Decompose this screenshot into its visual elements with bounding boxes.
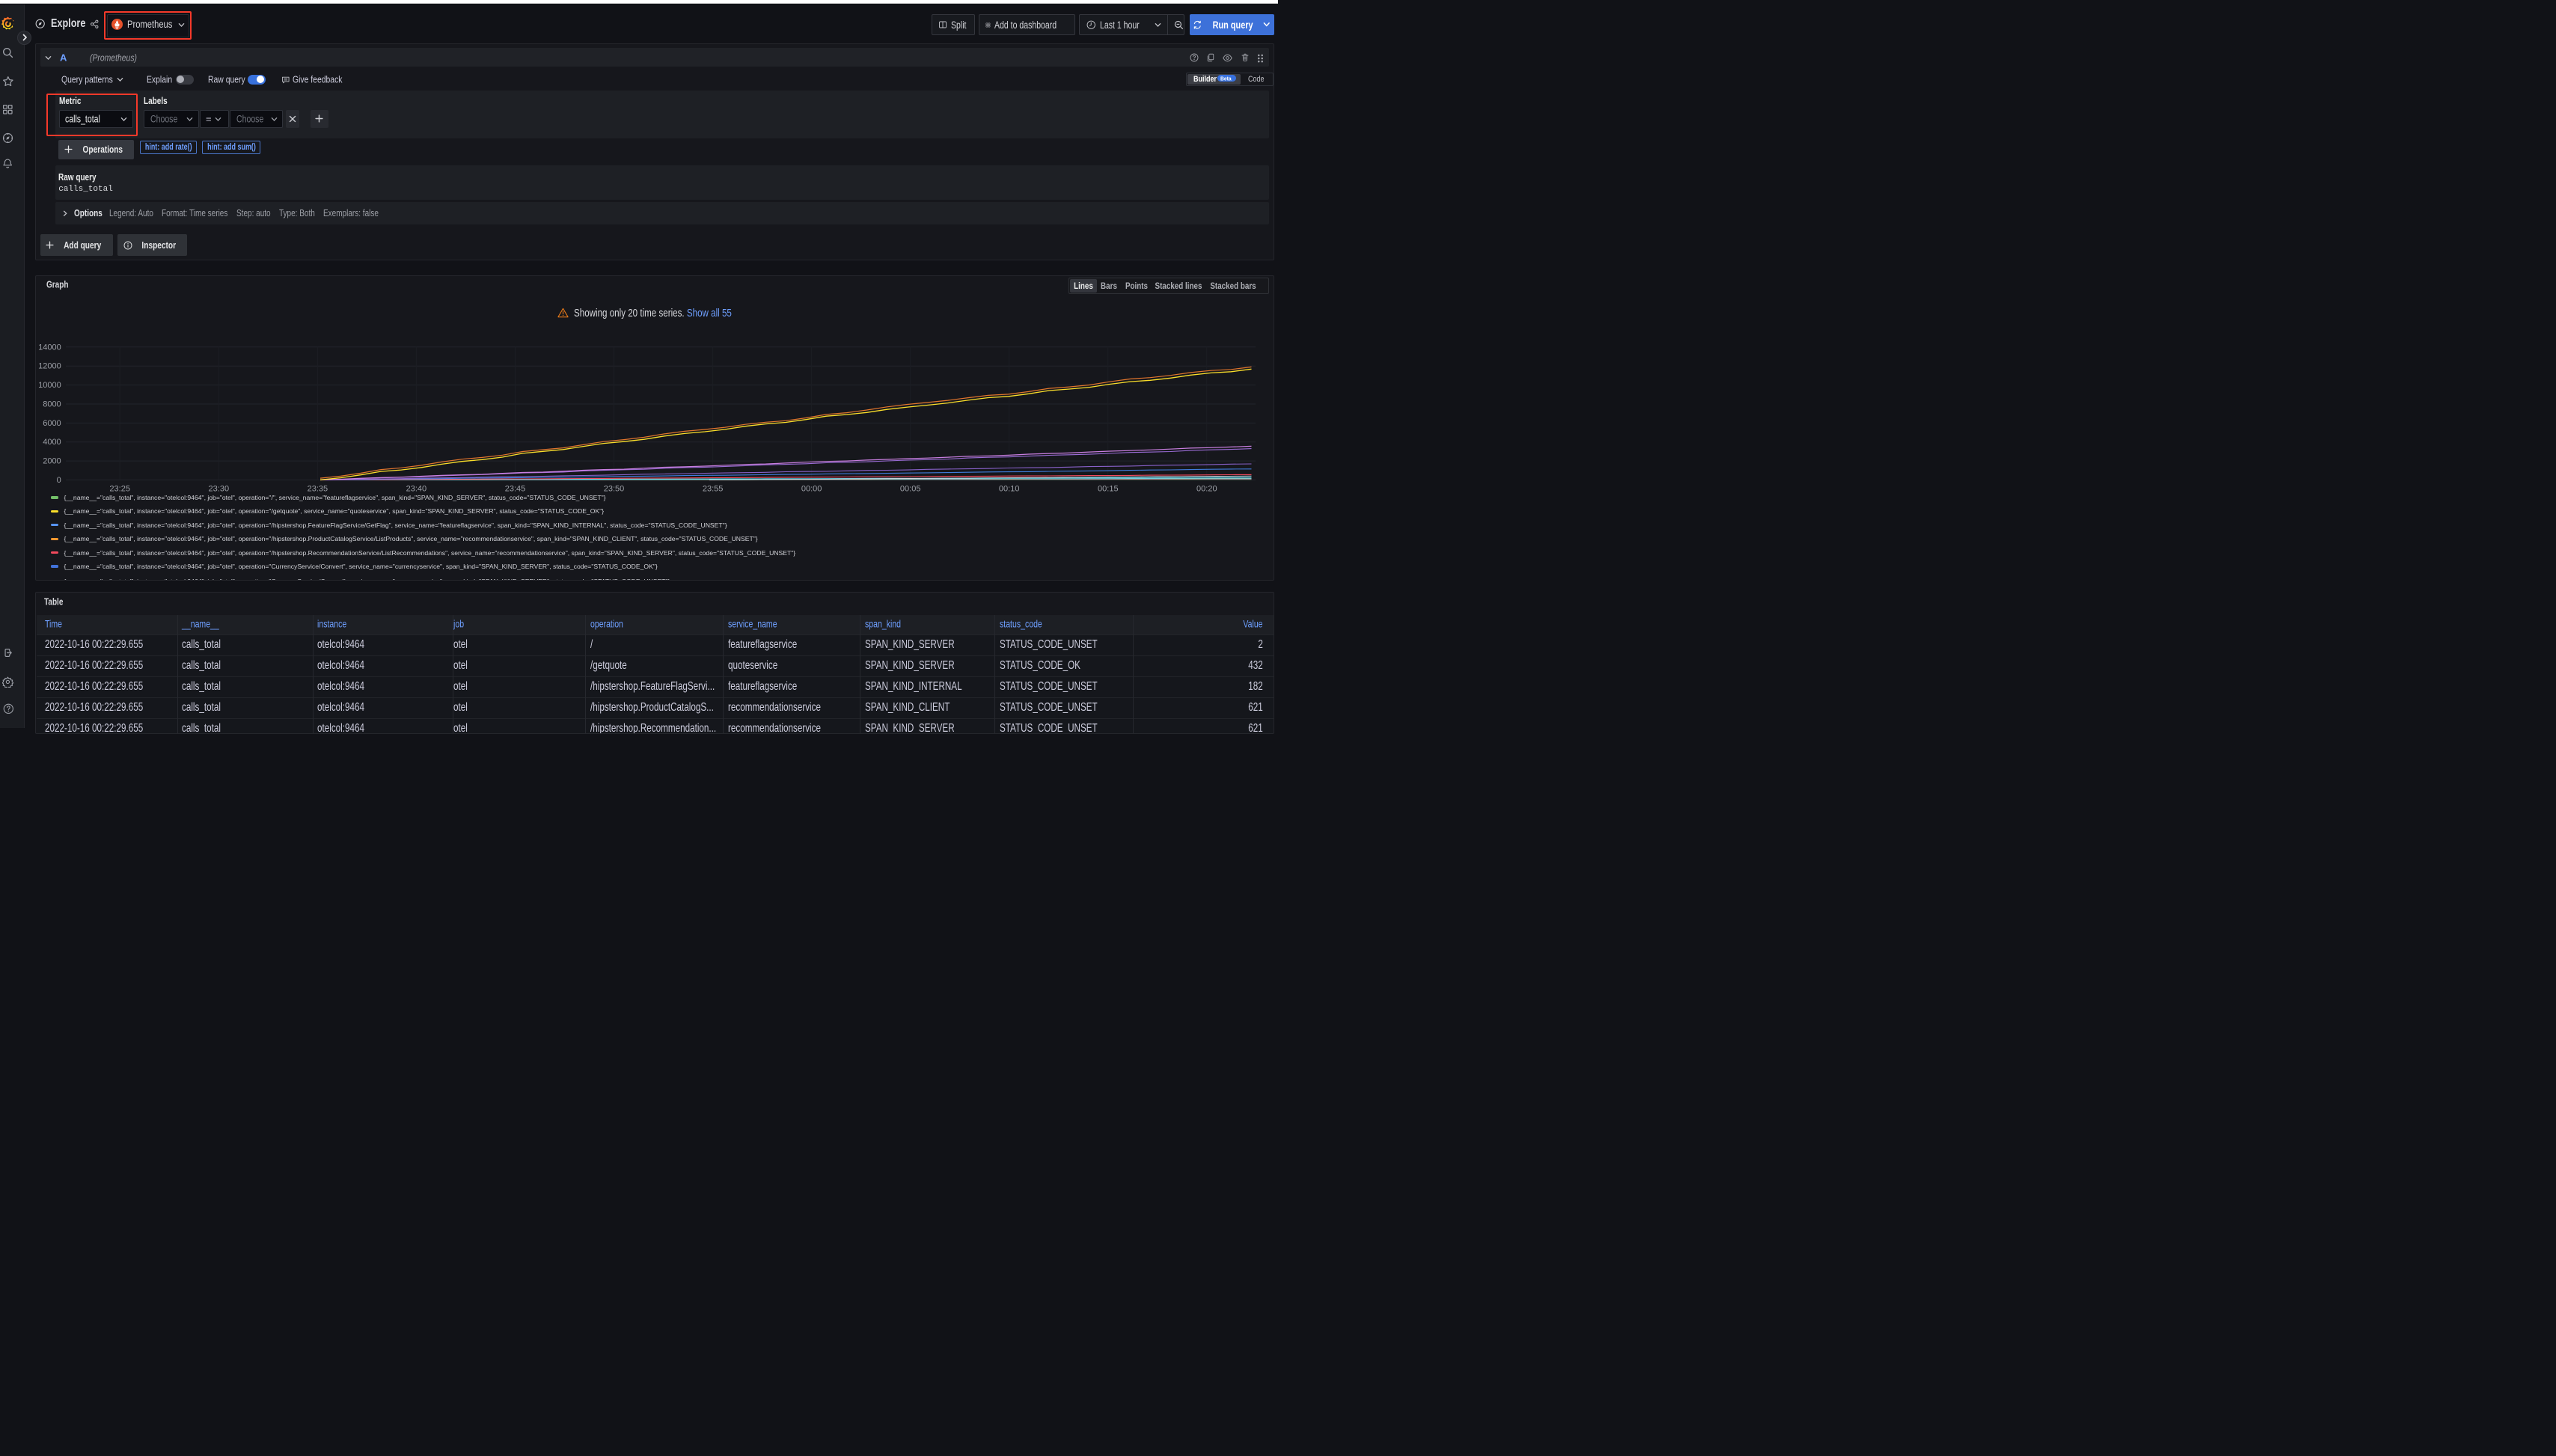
- svg-text:00:15: 00:15: [1098, 484, 1119, 493]
- svg-text:23:30: 23:30: [209, 484, 230, 493]
- svg-text:23:55: 23:55: [703, 484, 724, 493]
- svg-text:6000: 6000: [43, 418, 61, 427]
- svg-text:23:50: 23:50: [604, 484, 625, 493]
- svg-text:23:25: 23:25: [109, 484, 130, 493]
- svg-text:14000: 14000: [38, 343, 61, 352]
- svg-text:23:45: 23:45: [505, 484, 526, 493]
- svg-text:00:20: 00:20: [1196, 484, 1217, 493]
- svg-text:00:10: 00:10: [999, 484, 1020, 493]
- svg-text:0: 0: [57, 476, 61, 485]
- svg-text:2000: 2000: [43, 456, 61, 465]
- svg-text:12000: 12000: [38, 361, 61, 370]
- svg-text:23:40: 23:40: [406, 484, 427, 493]
- svg-text:10000: 10000: [38, 381, 61, 390]
- svg-text:23:35: 23:35: [308, 484, 328, 493]
- svg-text:00:00: 00:00: [801, 484, 822, 493]
- svg-text:8000: 8000: [43, 400, 61, 409]
- svg-text:00:05: 00:05: [900, 484, 921, 493]
- svg-text:4000: 4000: [43, 438, 61, 447]
